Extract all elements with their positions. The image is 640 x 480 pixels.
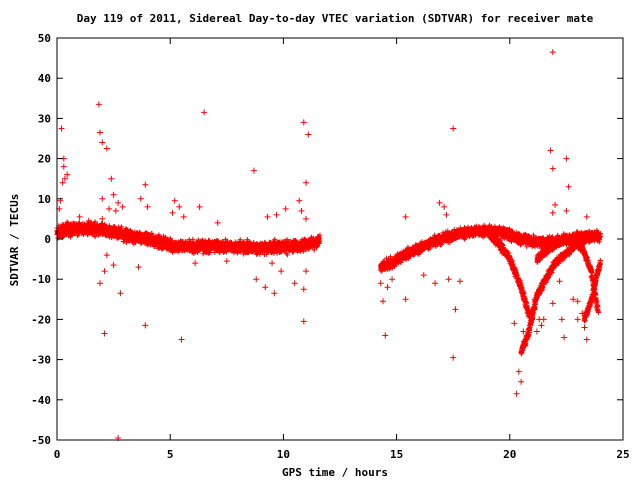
track-point xyxy=(212,250,218,256)
track-point xyxy=(155,245,161,251)
track-point xyxy=(207,249,213,255)
track-point xyxy=(119,224,125,230)
track-point xyxy=(107,223,113,229)
track-point xyxy=(143,229,149,235)
track-point xyxy=(190,236,196,242)
track-point xyxy=(92,234,98,240)
track-point xyxy=(149,231,155,237)
chart-title: Day 119 of 2011, Sidereal Day-to-day VTE… xyxy=(77,12,594,25)
track-point xyxy=(102,221,108,227)
data-points xyxy=(54,49,604,441)
